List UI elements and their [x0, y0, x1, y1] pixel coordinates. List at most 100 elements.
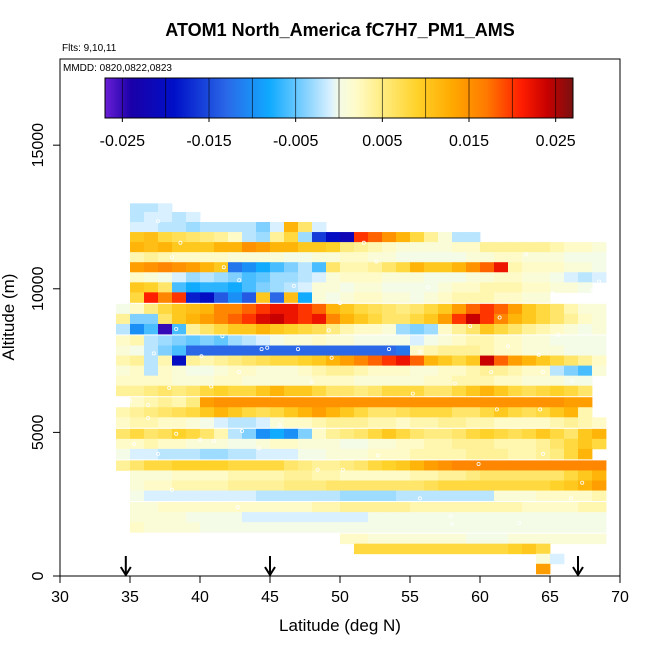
heatmap-cell [242, 375, 257, 387]
heatmap-cell [158, 323, 173, 335]
heatmap-cell [438, 385, 453, 397]
heatmap-cell [340, 292, 355, 303]
heatmap-cell [368, 282, 383, 293]
heatmap-cell [424, 522, 439, 533]
heatmap-cell [326, 335, 341, 346]
heatmap-cell [578, 502, 593, 513]
heatmap-cell [382, 533, 397, 545]
heatmap-cell [270, 407, 285, 418]
heatmap-cell [172, 470, 187, 481]
heatmap-cell [270, 428, 285, 440]
heatmap-cell [214, 365, 229, 377]
heatmap-cell [592, 262, 607, 273]
sample-point [174, 326, 179, 331]
heatmap-cell [130, 222, 145, 233]
heatmap-cell [522, 512, 537, 523]
heatmap-cell [536, 385, 551, 397]
heatmap-cell [172, 323, 187, 335]
heatmap-cell [158, 335, 173, 346]
heatmap-cell [200, 417, 215, 428]
heatmap-cell [298, 365, 313, 377]
heatmap-cell [200, 375, 215, 387]
heatmap-cell [158, 272, 173, 283]
heatmap-cell [564, 428, 579, 440]
heatmap-cell [284, 365, 299, 377]
heatmap-cell [214, 407, 229, 418]
sample-point [524, 252, 529, 257]
heatmap-cell [144, 480, 159, 491]
sample-point [340, 467, 345, 472]
sample-point [541, 451, 546, 456]
heatmap-cell [214, 490, 229, 501]
heatmap-cell [214, 512, 229, 523]
heatmap-cell [270, 470, 285, 481]
heatmap-cell [354, 355, 369, 367]
heatmap-cell [592, 460, 607, 471]
heatmap-cell [522, 272, 537, 283]
heatmap-cell [116, 407, 131, 418]
heatmap-cell [578, 282, 593, 293]
heatmap-cell [186, 252, 201, 263]
sample-point [259, 347, 264, 352]
heatmap-cell [298, 502, 313, 513]
heatmap-cell [466, 335, 481, 346]
heatmap-cell [564, 345, 579, 356]
heatmap-cell [172, 385, 187, 397]
heatmap-cell [578, 448, 593, 460]
heatmap-cell [424, 262, 439, 273]
heatmap-cell [284, 448, 299, 460]
heatmap-cell [382, 428, 397, 440]
heatmap-cell [144, 522, 159, 533]
heatmap-cell [550, 365, 565, 377]
heatmap-cell [466, 252, 481, 263]
heatmap-cell [144, 470, 159, 481]
heatmap-cell [270, 252, 285, 263]
heatmap-cell [564, 397, 579, 408]
heatmap-cell [116, 335, 131, 346]
heatmap-cell [410, 470, 425, 481]
heatmap-cell [354, 262, 369, 273]
sample-point [146, 403, 151, 408]
heatmap-cell [438, 533, 453, 545]
heatmap-cell [494, 355, 509, 367]
heatmap-cell [354, 512, 369, 523]
heatmap-cell [130, 252, 145, 263]
heatmap-cell [424, 470, 439, 481]
heatmap-cell [186, 355, 201, 367]
heatmap-cell [242, 397, 257, 408]
heatmap-cell [494, 502, 509, 513]
heatmap-cell [144, 502, 159, 513]
colorbar-tick-label: 0.005 [362, 133, 402, 150]
heatmap-cell [312, 335, 327, 346]
colorbar-tick-label: 0.015 [449, 133, 489, 150]
sample-point [386, 347, 391, 352]
heatmap-cell [158, 512, 173, 523]
heatmap-cell [368, 438, 383, 450]
heatmap-cell [424, 438, 439, 450]
heatmap-cell [410, 313, 425, 325]
heatmap-cell [270, 335, 285, 346]
heatmap-cell [438, 480, 453, 491]
heatmap-cell [578, 490, 593, 501]
heatmap-cell [228, 438, 243, 450]
heatmap-cell [144, 512, 159, 523]
heatmap-cell [354, 272, 369, 283]
heatmap-cell [158, 502, 173, 513]
heatmap-cell [284, 335, 299, 346]
heatmap-cell [130, 203, 145, 214]
sample-point [541, 370, 546, 375]
heatmap-cell [410, 428, 425, 440]
heatmap-cell [508, 345, 523, 356]
heatmap-cell [564, 448, 579, 460]
heatmap-cell [130, 448, 145, 460]
heatmap-cell [424, 232, 439, 243]
heatmap-cell [382, 375, 397, 387]
heatmap-cell [424, 292, 439, 303]
heatmap-cell [480, 428, 495, 440]
heatmap-cell [382, 252, 397, 263]
heatmap-cell [550, 407, 565, 418]
heatmap-cell [312, 522, 327, 533]
heatmap-cell [242, 448, 257, 460]
heatmap-cell [536, 470, 551, 481]
heatmap-cells [116, 203, 607, 575]
